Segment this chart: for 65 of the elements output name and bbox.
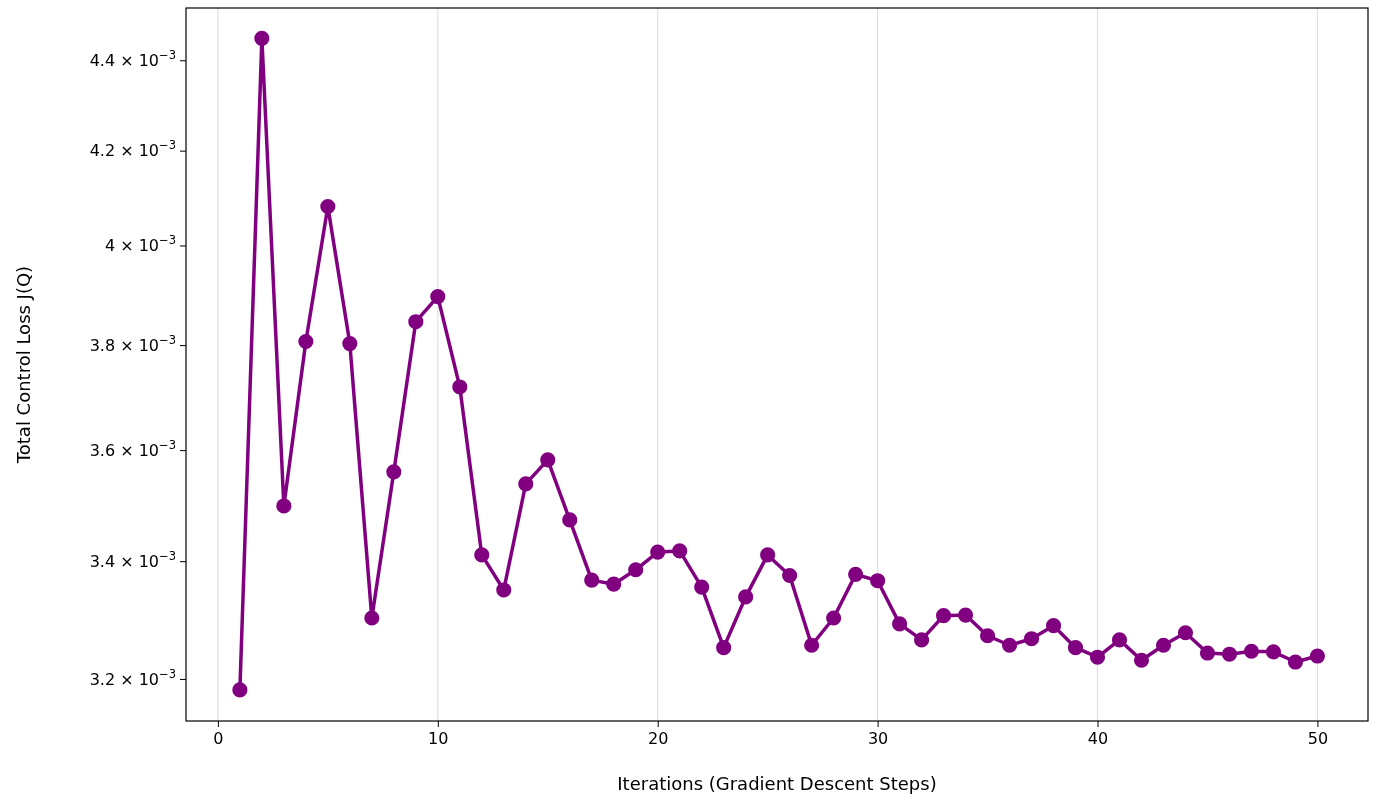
x-tick-label: 10 (428, 729, 449, 749)
point (254, 30, 270, 46)
x-tick-label: 30 (867, 729, 889, 749)
point (232, 682, 248, 698)
point (1133, 652, 1150, 668)
point (760, 547, 776, 563)
point (1089, 649, 1106, 665)
y-tick-label: 3.6 × 10$^{−3}$ (89, 437, 176, 460)
point (298, 333, 314, 350)
point (979, 628, 996, 644)
point (892, 616, 908, 632)
point (936, 608, 952, 624)
point (1221, 646, 1238, 662)
point (1177, 625, 1194, 641)
point (606, 576, 622, 592)
point (562, 512, 578, 528)
point (716, 640, 732, 656)
point (430, 289, 446, 305)
x-axis-title: Iterations (Gradient Descent Steps) (617, 773, 937, 794)
x-tick-label: 40 (1087, 729, 1109, 749)
point (826, 610, 842, 626)
y-tick-label: 3.2 × 10$^{−3}$ (89, 666, 176, 689)
point (386, 464, 402, 480)
point (804, 637, 820, 653)
point (540, 452, 556, 468)
point (958, 607, 974, 623)
point (1287, 654, 1303, 670)
point (782, 567, 798, 584)
point (364, 610, 380, 626)
point (870, 573, 886, 589)
point (408, 314, 424, 330)
y-tick-label: 4 × 10$^{−3}$ (104, 233, 176, 256)
point (1309, 648, 1325, 664)
point (628, 562, 644, 578)
point (738, 589, 754, 605)
point (1243, 643, 1260, 659)
x-tick-label: 50 (1307, 729, 1329, 749)
x-tick-label: 0 (213, 729, 224, 749)
point (1155, 637, 1172, 653)
point (452, 379, 468, 395)
point (1045, 618, 1062, 634)
point (320, 198, 336, 215)
point (584, 572, 600, 588)
point (276, 498, 292, 514)
y-tick-label: 4.4 × 10$^{−3}$ (89, 47, 176, 70)
point (1067, 640, 1084, 656)
point (694, 579, 710, 595)
point (474, 547, 490, 563)
x-tick-label: 20 (648, 729, 669, 749)
point (914, 632, 930, 648)
y-tick-label: 3.4 × 10$^{−3}$ (89, 548, 176, 571)
y-axis-title: Total Control Loss J(Q) (13, 265, 34, 465)
point (1265, 644, 1282, 660)
point (1199, 645, 1216, 661)
point (1001, 637, 1018, 653)
point (650, 544, 666, 560)
point (342, 336, 358, 352)
point (496, 582, 512, 598)
point (1023, 631, 1040, 647)
point (672, 543, 688, 559)
y-tick-label: 3.8 × 10$^{−3}$ (89, 332, 176, 355)
y-tick-label: 4.2 × 10$^{−3}$ (89, 138, 176, 161)
point (848, 566, 864, 582)
point (1111, 632, 1128, 648)
point (518, 476, 534, 492)
